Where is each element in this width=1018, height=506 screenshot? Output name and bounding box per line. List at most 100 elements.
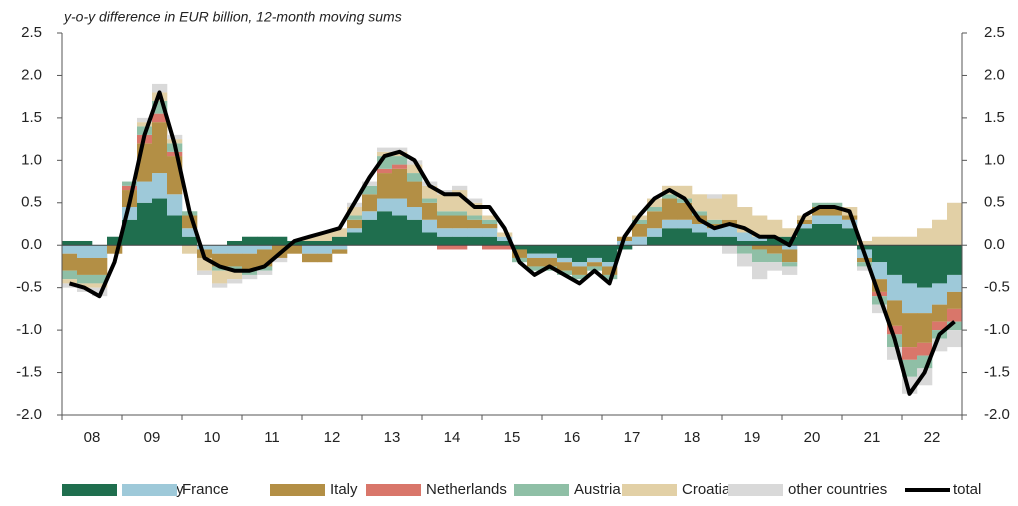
bar-segment xyxy=(452,228,468,237)
bar-segment xyxy=(827,207,843,216)
bar-segment xyxy=(782,262,798,267)
bar-segment xyxy=(887,245,903,275)
bar-segment xyxy=(857,266,873,271)
bar-segment xyxy=(167,215,183,246)
bar-segment xyxy=(482,224,498,229)
bar-segment xyxy=(797,228,813,246)
chart-subtitle: y-o-y difference in EUR billion, 12-mont… xyxy=(63,9,402,25)
bar-segment xyxy=(137,117,153,123)
bar-segment xyxy=(752,245,768,250)
bar-segment xyxy=(587,266,603,271)
bar-segment xyxy=(377,168,393,174)
bar-segment xyxy=(437,215,453,229)
bar-segment xyxy=(362,181,378,186)
legend-label: Austria xyxy=(574,481,621,498)
bar-segment xyxy=(572,266,588,275)
bar-segment xyxy=(752,240,768,246)
bar-segment xyxy=(842,228,858,246)
bar-segment xyxy=(182,236,198,246)
bar-segment xyxy=(932,245,948,284)
bar-segment xyxy=(407,207,423,220)
bar-segment xyxy=(482,219,498,224)
bar-segment xyxy=(812,215,828,224)
bar-segment xyxy=(647,211,663,229)
bar-segment xyxy=(92,283,108,288)
bar-segment xyxy=(887,236,903,246)
bar-segment xyxy=(872,262,888,280)
y2-tick-label: 0.5 xyxy=(984,194,1005,211)
bar-segment xyxy=(302,253,318,263)
bar-segment xyxy=(407,219,423,246)
bar-segment xyxy=(812,224,828,246)
bar-segment xyxy=(857,262,873,267)
bar-segment xyxy=(167,194,183,216)
bar-segment xyxy=(887,300,903,326)
bar-segment xyxy=(347,219,363,229)
bar-segment xyxy=(947,274,963,292)
bar-segment xyxy=(392,164,408,169)
bar-segment xyxy=(602,266,618,275)
bar-segment xyxy=(527,257,543,267)
bar-segment xyxy=(452,185,468,191)
bar-segment xyxy=(782,228,798,237)
legend-label: France xyxy=(182,481,229,498)
bar-segment xyxy=(392,147,408,152)
bar-segment xyxy=(527,253,543,258)
bar-segment xyxy=(767,245,783,254)
bar-segment xyxy=(572,274,588,280)
bar-segment xyxy=(302,245,318,254)
bar-segment xyxy=(767,253,783,263)
bar-segment xyxy=(812,207,828,216)
bar-segment xyxy=(947,245,963,275)
bar-segment xyxy=(347,228,363,233)
y-tick-label: 1.5 xyxy=(21,109,42,126)
bar-segment xyxy=(632,219,648,224)
bar-segment xyxy=(362,194,378,212)
bar-segment xyxy=(437,228,453,237)
bar-segment xyxy=(137,202,153,246)
bar-segment xyxy=(257,245,273,250)
bar-segment xyxy=(467,198,483,203)
bar-segment xyxy=(917,313,933,343)
bar-segment xyxy=(617,245,633,250)
bar-segment xyxy=(212,283,228,288)
bar-segment xyxy=(422,232,438,246)
bar-segment xyxy=(362,219,378,246)
bar-segment xyxy=(887,274,903,301)
bar-segment xyxy=(392,198,408,216)
bar-segment xyxy=(167,151,183,157)
bar-segment xyxy=(587,257,603,263)
bar-segment xyxy=(197,270,213,275)
legend-swatch xyxy=(728,484,783,496)
x-tick-label: 13 xyxy=(384,429,401,446)
legend-swatch xyxy=(270,484,325,496)
bar-segment xyxy=(62,270,78,280)
x-tick-label: 19 xyxy=(744,429,761,446)
bar-segment xyxy=(707,219,723,224)
bar-segment xyxy=(632,224,648,237)
bar-segment xyxy=(617,240,633,246)
bar-segment xyxy=(422,202,438,220)
bar-segment xyxy=(647,207,663,212)
bar-segment xyxy=(917,287,933,314)
bar-segment xyxy=(242,270,258,275)
bar-segment xyxy=(707,228,723,237)
legend-swatch xyxy=(514,484,569,496)
bar-segment xyxy=(737,245,753,254)
bar-segment xyxy=(302,240,318,246)
bar-segment xyxy=(92,257,108,275)
bar-segment xyxy=(497,232,513,237)
total-line xyxy=(68,90,956,396)
bar-segment xyxy=(92,245,108,258)
bar-segment xyxy=(902,359,918,377)
bar-segment xyxy=(122,219,138,246)
y-tick-label: 2.5 xyxy=(21,24,42,41)
bar-segment xyxy=(482,215,498,220)
bar-segment xyxy=(692,194,708,212)
legend-label: Netherlands xyxy=(426,481,507,498)
bar-segment xyxy=(152,122,168,174)
bar-segment xyxy=(347,207,363,216)
bar-segment xyxy=(152,83,168,93)
bar-segment xyxy=(557,262,573,271)
